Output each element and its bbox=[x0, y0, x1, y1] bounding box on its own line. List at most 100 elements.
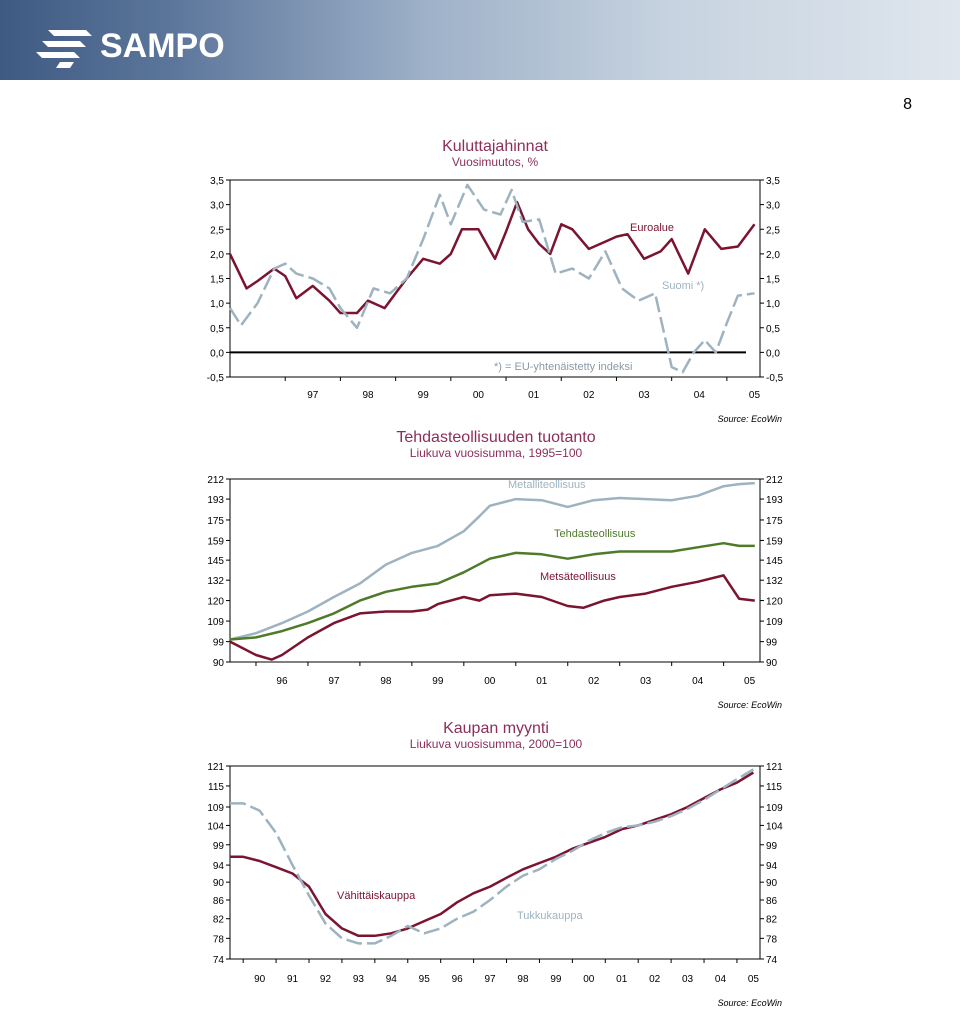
x-tick-label: 99 bbox=[432, 676, 444, 687]
x-tick-label: 05 bbox=[748, 974, 760, 985]
series-line-2 bbox=[230, 768, 755, 945]
x-tick-label: 00 bbox=[484, 676, 496, 687]
chart-consumer-prices: Kuluttajahinnat Vuosimuutos, % 3,5 3,5 3,0… bbox=[207, 138, 784, 424]
y-tick-label-left: 121 bbox=[207, 762, 224, 773]
x-tick-label: 03 bbox=[639, 390, 651, 401]
y-tick-label-left: 3,0 bbox=[210, 201, 224, 212]
logo-text: SAMPO bbox=[100, 27, 225, 65]
x-tick-label: 95 bbox=[419, 974, 431, 985]
x-tick-label: 97 bbox=[328, 676, 340, 687]
y-tick-label-left: 99 bbox=[213, 841, 225, 852]
x-tick-label: 05 bbox=[744, 676, 756, 687]
y-tick-label-left: 193 bbox=[207, 495, 224, 506]
x-tick-label: 00 bbox=[583, 974, 595, 985]
x-tick-label: 03 bbox=[640, 676, 652, 687]
y-tick-label-left: 0,5 bbox=[210, 324, 224, 335]
chart3-title: Kaupan myynti bbox=[443, 720, 549, 737]
y-tick-label-right: 3,0 bbox=[766, 201, 780, 212]
y-tick-label-right: 0,0 bbox=[766, 348, 780, 359]
x-tick-label: 01 bbox=[616, 974, 628, 985]
y-tick-label-left: 99 bbox=[213, 638, 225, 649]
chart2-series bbox=[229, 481, 755, 661]
y-tick-label-left: 109 bbox=[207, 617, 224, 628]
y-tick-label-left: 90 bbox=[213, 658, 225, 669]
page-number: 8 bbox=[903, 96, 912, 113]
y-tick-label-left: 94 bbox=[213, 861, 225, 872]
chart3-series-label-tukkukauppa: Tukkukauppa bbox=[517, 910, 584, 922]
chart1-series-label-euroalue: Euroalue bbox=[630, 222, 674, 234]
y-tick-label-left: 74 bbox=[213, 955, 225, 966]
y-tick-label-left: 82 bbox=[213, 915, 225, 926]
plot-frame bbox=[229, 478, 761, 663]
chart2-source: Source: EcoWin bbox=[718, 700, 782, 710]
y-tick-label-right: 115 bbox=[766, 782, 782, 793]
y-tick-label-left: 159 bbox=[207, 536, 224, 547]
y-tick-label-right: 90 bbox=[766, 878, 778, 889]
sampo-logo-mark-icon bbox=[36, 30, 92, 68]
y-tick-label-right: 145 bbox=[766, 556, 783, 567]
x-tick-label: 97 bbox=[307, 390, 319, 401]
y-tick-label-left: 78 bbox=[213, 934, 225, 945]
y-tick-label-left: 175 bbox=[207, 516, 224, 527]
chart1-series-label-suomi: Suomi *) bbox=[662, 280, 704, 292]
header-banner: SAMPO bbox=[0, 0, 960, 80]
y-tick-label-left: 0,0 bbox=[210, 348, 224, 359]
x-tick-label: 04 bbox=[692, 676, 704, 687]
x-tick-label: 05 bbox=[749, 390, 761, 401]
y-tick-label-right: 82 bbox=[766, 915, 778, 926]
y-tick-label-right: 99 bbox=[766, 841, 778, 852]
y-tick-label-left: 1,5 bbox=[210, 275, 224, 286]
x-tick-label: 03 bbox=[682, 974, 694, 985]
series-line-2 bbox=[229, 541, 755, 641]
y-tick-label-left: 2,0 bbox=[210, 250, 224, 261]
y-tick-label-left: 104 bbox=[207, 821, 224, 832]
y-tick-label-right: 1,0 bbox=[766, 299, 780, 310]
y-tick-label-right: 2,0 bbox=[766, 250, 780, 261]
y-tick-label-left: 145 bbox=[207, 556, 224, 567]
chart3-source: Source: EcoWin bbox=[718, 998, 782, 1008]
x-tick-label: 01 bbox=[536, 676, 548, 687]
series-line-1 bbox=[229, 481, 755, 641]
y-tick-label-right: 109 bbox=[766, 803, 783, 814]
x-tick-label: 98 bbox=[362, 390, 374, 401]
x-tick-label: 99 bbox=[550, 974, 562, 985]
x-tick-label: 96 bbox=[452, 974, 464, 985]
chart3-tick-labels: 121 121 115 115 109 109 104 104 99 99 94 94 90 90 86 86… bbox=[207, 762, 783, 985]
x-tick-label: 92 bbox=[320, 974, 332, 985]
chart3-subtitle: Liukuva vuosisumma, 2000=100 bbox=[410, 737, 583, 751]
chart2-title: Tehdasteollisuuden tuotanto bbox=[396, 429, 595, 446]
chart2-subtitle: Liukuva vuosisumma, 1995=100 bbox=[410, 446, 583, 460]
chart1-annotation: *) = EU-yhtenäistetty indeksi bbox=[494, 361, 632, 373]
x-tick-label: 99 bbox=[418, 390, 430, 401]
y-tick-label-left: 3,5 bbox=[210, 176, 224, 187]
y-tick-label-left: 86 bbox=[213, 896, 225, 907]
x-tick-label: 98 bbox=[517, 974, 529, 985]
y-tick-label-left: 115 bbox=[208, 782, 224, 793]
y-tick-label-left: -0,5 bbox=[207, 373, 225, 384]
y-tick-label-left: 2,5 bbox=[210, 225, 224, 236]
x-tick-label: 01 bbox=[528, 390, 540, 401]
x-tick-label: 00 bbox=[473, 390, 485, 401]
y-tick-label-right: 132 bbox=[766, 576, 783, 587]
x-tick-label: 90 bbox=[254, 974, 266, 985]
y-tick-label-left: 120 bbox=[207, 597, 224, 608]
y-tick-label-right: 159 bbox=[766, 536, 783, 547]
chart2-tick-labels: 212 212 193 193 175 175 159 159 145 145 132 132 120 1… bbox=[207, 475, 783, 687]
y-tick-label-right: -0,5 bbox=[766, 373, 784, 384]
chart1-series bbox=[228, 183, 756, 374]
y-tick-label-left: 1,0 bbox=[210, 299, 224, 310]
chart-manufacturing-output: Tehdasteollisuuden tuotanto Liukuva vuos… bbox=[207, 429, 783, 710]
series-line-2 bbox=[228, 183, 755, 374]
plot-frame bbox=[229, 765, 761, 960]
chart-trade-sales: Kaupan myynti Liukuva vuosisumma, 2000=1… bbox=[207, 720, 783, 1008]
y-tick-label-right: 109 bbox=[766, 617, 783, 628]
chart2-series-label-metalliteollisuus: Metalliteollisuus bbox=[508, 479, 586, 491]
y-tick-label-right: 193 bbox=[766, 495, 783, 506]
x-tick-label: 93 bbox=[353, 974, 365, 985]
x-tick-label: 96 bbox=[276, 676, 288, 687]
x-tick-label: 02 bbox=[649, 974, 661, 985]
x-tick-label: 04 bbox=[715, 974, 727, 985]
x-tick-label: 02 bbox=[583, 390, 595, 401]
y-tick-label-right: 121 bbox=[766, 762, 783, 773]
series-line-1 bbox=[228, 200, 756, 315]
